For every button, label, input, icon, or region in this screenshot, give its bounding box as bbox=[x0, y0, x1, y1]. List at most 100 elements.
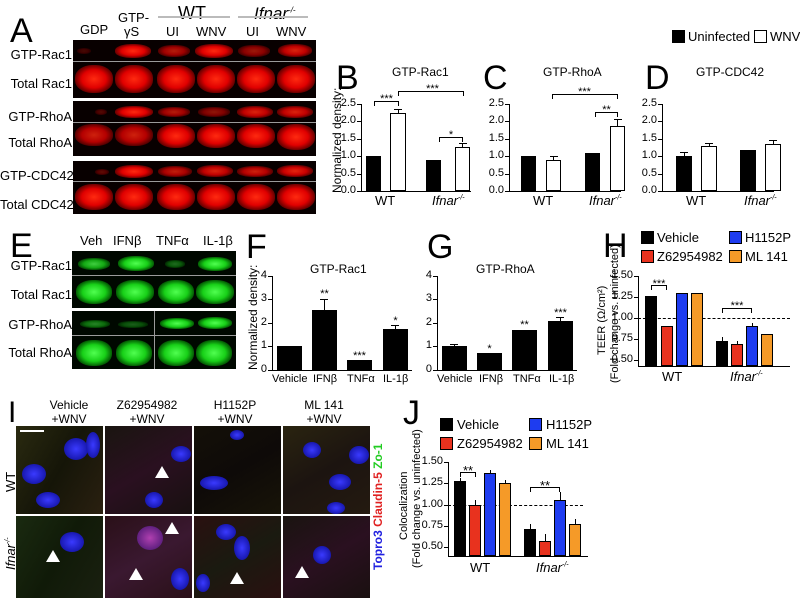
tick-label: 0.0 bbox=[340, 184, 356, 196]
bar-b-ifnar-wnv bbox=[455, 147, 470, 191]
micrograph-wt-h1152p bbox=[194, 426, 281, 514]
bar-d-ifnar-wnv bbox=[765, 144, 781, 191]
panel-letter-h: H bbox=[603, 227, 628, 265]
tick-label: 0.0 bbox=[641, 184, 657, 196]
column-label-z62954982-wnv: +WNV bbox=[129, 412, 165, 426]
tick-label: 1.0 bbox=[641, 149, 657, 161]
blot-e-rac1 bbox=[72, 251, 236, 308]
sig-label: * bbox=[487, 343, 492, 355]
sig-label: * bbox=[448, 129, 454, 141]
tick-label: 3 bbox=[260, 292, 267, 304]
tick-label: 1.25 bbox=[421, 476, 443, 488]
micrograph-wt-vehicle bbox=[16, 426, 103, 514]
panel-letter-a: A bbox=[10, 12, 33, 50]
legend-label-vehicle: Vehicle bbox=[657, 230, 699, 245]
bar-d-ifnar-uninfected bbox=[740, 150, 756, 191]
bar-d-wt-uninfected bbox=[676, 156, 692, 191]
tick-label: 2.5 bbox=[340, 97, 356, 109]
x-label-c-wt: WT bbox=[533, 193, 554, 208]
x-label-d-wt: WT bbox=[686, 193, 707, 208]
bar-j-wt-ml141 bbox=[499, 483, 511, 556]
x-label-d-ifnar: Ifnar-/- bbox=[744, 193, 777, 208]
tick-label: 0.5 bbox=[340, 167, 356, 179]
sig-label: ** bbox=[520, 319, 529, 331]
tick-label: 4 bbox=[260, 269, 267, 281]
bar-f-tnfa bbox=[347, 360, 372, 370]
bar-b-ifnar-uninfected bbox=[426, 160, 441, 191]
micrograph-ifnar-ml141 bbox=[283, 516, 370, 598]
arrowhead-icon bbox=[129, 568, 143, 580]
bar-c-ifnar-uninfected bbox=[585, 153, 600, 191]
lane-label-gdp: GDP bbox=[80, 22, 109, 37]
row-label-e-total-rhoa: Total RhoA bbox=[8, 345, 72, 360]
lane-label-wt-wnv: WNV bbox=[196, 24, 227, 39]
bar-h-wt-h1152p bbox=[676, 293, 688, 366]
chart-title-d: GTP-CDC42 bbox=[696, 65, 765, 79]
sig-label: *** bbox=[554, 307, 567, 319]
tick-label: 0.0 bbox=[488, 184, 504, 196]
blot-rhoa bbox=[73, 101, 316, 156]
tick-label: 0.50 bbox=[421, 540, 443, 552]
tick-label: 0.75 bbox=[421, 519, 443, 531]
bar-c-ifnar-wnv bbox=[610, 126, 625, 191]
arrowhead-icon bbox=[230, 572, 244, 584]
bar-j-wt-h1152p bbox=[484, 473, 496, 556]
row-label-e-gtp-rac1: GTP-Rac1 bbox=[10, 258, 72, 273]
bar-b-wt-wnv bbox=[390, 113, 406, 191]
group-underline-wt bbox=[158, 16, 230, 18]
tick-label: 2.5 bbox=[488, 97, 504, 109]
panel-letter-d: D bbox=[645, 59, 670, 97]
arrowhead-icon bbox=[295, 566, 309, 578]
tick-label: 0.75 bbox=[611, 332, 633, 344]
tick-label: 0 bbox=[425, 363, 432, 375]
stain-label-claudin5: Claudin-5 bbox=[371, 472, 385, 527]
lane-label-ifnar-wnv: WNV bbox=[276, 24, 307, 39]
tick-label: 1.0 bbox=[340, 149, 356, 161]
sig-bracket bbox=[398, 91, 464, 96]
tick-label: 1.5 bbox=[340, 132, 356, 144]
column-label-z62954982: Z62954982 bbox=[116, 398, 178, 412]
group-label-ifnar: Ifnar-/- bbox=[254, 4, 296, 23]
tick-label: 2.0 bbox=[641, 114, 657, 126]
row-label-e-gtp-rhoa: GTP-RhoA bbox=[8, 317, 72, 332]
bar-d-wt-wnv bbox=[701, 146, 717, 191]
sig-bracket bbox=[651, 285, 667, 290]
legend-label-h1152p: H1152P bbox=[745, 230, 792, 245]
bar-c-wt-wnv bbox=[546, 160, 561, 191]
bar-c-wt-uninfected bbox=[521, 156, 536, 191]
tick-label: 1 bbox=[425, 339, 432, 351]
group-label-wt: WT bbox=[178, 3, 206, 23]
x-label: IL-1β bbox=[383, 373, 409, 385]
tick-label: 1.00 bbox=[421, 498, 443, 510]
tick-label: 1.5 bbox=[488, 132, 504, 144]
sig-label: *** bbox=[380, 93, 393, 105]
x-label: Vehicle bbox=[437, 373, 473, 385]
legend-swatch-ml141 bbox=[729, 250, 742, 263]
blot-rac1 bbox=[73, 40, 316, 98]
lane-label-veh: Veh bbox=[80, 233, 103, 248]
panel-letter-i: I bbox=[8, 396, 17, 429]
tick-label: 1.50 bbox=[421, 455, 443, 467]
legend-swatch-uninfected bbox=[672, 30, 685, 43]
bar-j-ifnar-ml141 bbox=[569, 524, 581, 556]
legend-label-ml141: ML 141 bbox=[745, 249, 788, 264]
tick-label: 1.0 bbox=[488, 149, 504, 161]
sig-label: *** bbox=[353, 350, 366, 362]
row-label-gtp-rhoa: GTP-RhoA bbox=[8, 109, 72, 124]
stain-label-zo1: Zo-1 bbox=[371, 443, 385, 469]
x-label-b-wt: WT bbox=[375, 193, 396, 208]
bar-g-ifnb bbox=[477, 353, 502, 370]
column-label-vehicle: Vehicle bbox=[49, 398, 89, 412]
lane-label-ifnar-ui: UI bbox=[246, 24, 259, 39]
x-label: IFNβ bbox=[479, 373, 504, 385]
stain-legend: Topro3 Claudin-5 Zo-1 bbox=[371, 444, 385, 570]
sig-label: *** bbox=[426, 83, 439, 95]
tick-label: 1.50 bbox=[611, 269, 633, 281]
micrograph-wt-ml141 bbox=[283, 426, 370, 514]
x-axis-b bbox=[361, 191, 471, 192]
micrograph-ifnar-z62954982 bbox=[105, 516, 192, 598]
tick-label: 2.5 bbox=[641, 97, 657, 109]
bar-h-ifnar-z bbox=[731, 344, 743, 366]
bar-f-vehicle bbox=[277, 346, 302, 370]
bar-j-wt-z bbox=[469, 505, 481, 556]
